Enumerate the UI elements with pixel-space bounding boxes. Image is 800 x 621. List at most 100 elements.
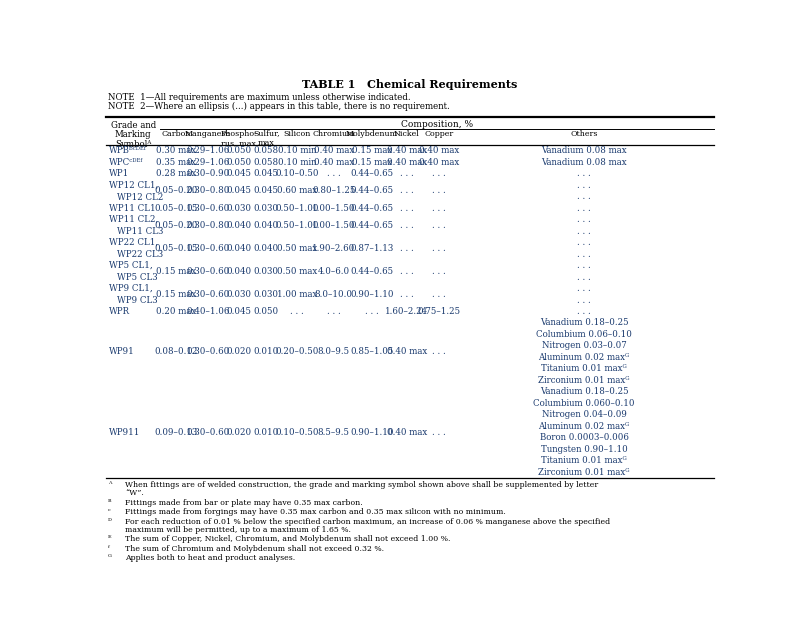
Text: 1.90–2.60: 1.90–2.60: [312, 244, 355, 253]
Text: TABLE 1   Chemical Requirements: TABLE 1 Chemical Requirements: [302, 79, 518, 90]
Text: 0.05–0.15: 0.05–0.15: [154, 244, 198, 253]
Text: 0.045: 0.045: [226, 186, 251, 196]
Text: 1.00–1.50: 1.00–1.50: [312, 221, 355, 230]
Text: 0.030: 0.030: [254, 290, 278, 299]
Text: 0.40 max: 0.40 max: [386, 158, 427, 166]
Text: . . .: . . .: [577, 169, 591, 178]
Text: 0.40–1.06: 0.40–1.06: [186, 307, 230, 316]
Text: 0.30–0.90: 0.30–0.90: [186, 169, 230, 178]
Text: Aluminum 0.02 maxᴳ: Aluminum 0.02 maxᴳ: [538, 353, 630, 362]
Text: 0.045: 0.045: [254, 169, 278, 178]
Text: . . .: . . .: [432, 428, 446, 437]
Text: 0.08–0.12: 0.08–0.12: [154, 347, 198, 356]
Text: When fittings are of welded construction, the grade and marking symbol shown abo: When fittings are of welded construction…: [125, 481, 598, 489]
Text: 0.28 max: 0.28 max: [156, 169, 196, 178]
Text: . . .: . . .: [365, 307, 378, 316]
Text: 0.10 min: 0.10 min: [278, 158, 317, 166]
Text: . . .: . . .: [432, 347, 446, 356]
Text: 0.44–0.65: 0.44–0.65: [350, 186, 394, 196]
Text: 0.05–0.15: 0.05–0.15: [154, 204, 198, 212]
Text: Nitrogen 0.03–0.07: Nitrogen 0.03–0.07: [542, 342, 626, 350]
Text: 0.058: 0.058: [254, 158, 279, 166]
Text: . . .: . . .: [577, 238, 591, 247]
Text: WP12 CL1,: WP12 CL1,: [110, 180, 158, 189]
Text: 0.30–0.60: 0.30–0.60: [186, 204, 230, 212]
Text: 0.15 max: 0.15 max: [351, 146, 392, 155]
Text: . . .: . . .: [400, 169, 414, 178]
Text: . . .: . . .: [432, 204, 446, 212]
Text: Nitrogen 0.04–0.09: Nitrogen 0.04–0.09: [542, 410, 626, 419]
Text: 0.030: 0.030: [254, 267, 278, 276]
Text: 0.40 max: 0.40 max: [314, 146, 354, 155]
Text: ᶠ: ᶠ: [108, 545, 110, 553]
Text: WP911: WP911: [110, 428, 141, 437]
Text: 0.040: 0.040: [226, 267, 251, 276]
Text: . . .: . . .: [577, 296, 591, 304]
Text: ᴳ: ᴳ: [108, 554, 112, 562]
Text: 0.050: 0.050: [254, 307, 279, 316]
Text: Tungsten 0.90–1.10: Tungsten 0.90–1.10: [541, 445, 627, 454]
Text: 0.30–0.60: 0.30–0.60: [186, 267, 230, 276]
Text: . . .: . . .: [432, 186, 446, 196]
Text: ᴬ: ᴬ: [108, 481, 111, 489]
Text: Others: Others: [570, 130, 598, 138]
Text: 0.045: 0.045: [226, 307, 251, 316]
Text: 0.40 max: 0.40 max: [386, 428, 427, 437]
Text: . . .: . . .: [577, 181, 591, 189]
Text: WP11 CL3: WP11 CL3: [117, 227, 163, 236]
Text: “W”.: “W”.: [125, 489, 144, 497]
Text: 0.15 max: 0.15 max: [156, 290, 196, 299]
Text: . . .: . . .: [400, 290, 414, 299]
Text: 0.85–1.05: 0.85–1.05: [350, 347, 394, 356]
Text: WP91: WP91: [110, 347, 135, 356]
Text: . . .: . . .: [400, 204, 414, 212]
Text: . . .: . . .: [400, 267, 414, 276]
Text: 0.045: 0.045: [226, 169, 251, 178]
Text: 0.05–0.20: 0.05–0.20: [154, 221, 198, 230]
Text: 0.30 max: 0.30 max: [156, 146, 196, 155]
Text: 0.44–0.65: 0.44–0.65: [350, 169, 394, 178]
Text: 0.75–1.25: 0.75–1.25: [417, 307, 460, 316]
Text: Manganese: Manganese: [185, 130, 231, 138]
Text: 0.010: 0.010: [254, 428, 279, 437]
Text: 0.40 max: 0.40 max: [418, 158, 459, 166]
Text: 0.050: 0.050: [226, 158, 251, 166]
Text: WP12 CL2: WP12 CL2: [117, 193, 163, 202]
Text: 0.30–0.80: 0.30–0.80: [186, 221, 230, 230]
Text: Chromium: Chromium: [312, 130, 355, 138]
Text: Molybdenum: Molybdenum: [346, 130, 398, 138]
Text: Phospho-
rus, max: Phospho- rus, max: [220, 130, 257, 147]
Text: Nickel: Nickel: [394, 130, 420, 138]
Text: 0.020: 0.020: [226, 347, 251, 356]
Text: For each reduction of 0.01 % below the specified carbon maximum, an increase of : For each reduction of 0.01 % below the s…: [125, 517, 610, 525]
Text: NOTE  2—Where an ellipsis (...) appears in this table, there is no requirement.: NOTE 2—Where an ellipsis (...) appears i…: [108, 102, 450, 111]
Text: 0.030: 0.030: [226, 204, 251, 212]
Text: ᶜ: ᶜ: [108, 508, 110, 516]
Text: 0.040: 0.040: [226, 221, 251, 230]
Text: 4.0–6.0: 4.0–6.0: [318, 267, 350, 276]
Text: Boron 0.0003–0.006: Boron 0.0003–0.006: [539, 433, 629, 442]
Text: 1.00 max: 1.00 max: [277, 290, 318, 299]
Text: . . .: . . .: [432, 221, 446, 230]
Text: . . .: . . .: [432, 244, 446, 253]
Text: Sulfur,
max: Sulfur, max: [253, 130, 279, 147]
Text: 0.40 max: 0.40 max: [386, 347, 427, 356]
Text: Vanadium 0.18–0.25: Vanadium 0.18–0.25: [540, 319, 628, 327]
Text: . . .: . . .: [432, 169, 446, 178]
Text: WP9 CL3: WP9 CL3: [117, 296, 158, 305]
Text: 0.80–1.25: 0.80–1.25: [312, 186, 355, 196]
Text: 0.10–0.50: 0.10–0.50: [275, 169, 319, 178]
Text: Titanium 0.01 maxᴳ: Titanium 0.01 maxᴳ: [541, 365, 627, 373]
Text: WPBᴮᶜᴰᴱᶠ: WPBᴮᶜᴰᴱᶠ: [110, 146, 147, 155]
Text: Titanium 0.01 maxᴳ: Titanium 0.01 maxᴳ: [541, 456, 627, 465]
Text: 0.40 max: 0.40 max: [314, 158, 354, 166]
Text: ᴮ: ᴮ: [108, 499, 111, 507]
Text: Copper: Copper: [424, 130, 454, 138]
Text: Vanadium 0.08 max: Vanadium 0.08 max: [541, 158, 627, 166]
Text: 0.29–1.06: 0.29–1.06: [186, 146, 230, 155]
Text: . . .: . . .: [400, 221, 414, 230]
Text: Zirconium 0.01 maxᴳ: Zirconium 0.01 maxᴳ: [538, 468, 630, 477]
Text: Carbon: Carbon: [161, 130, 190, 138]
Text: 0.020: 0.020: [226, 428, 251, 437]
Text: NOTE  1—All requirements are maximum unless otherwise indicated.: NOTE 1—All requirements are maximum unle…: [108, 93, 410, 102]
